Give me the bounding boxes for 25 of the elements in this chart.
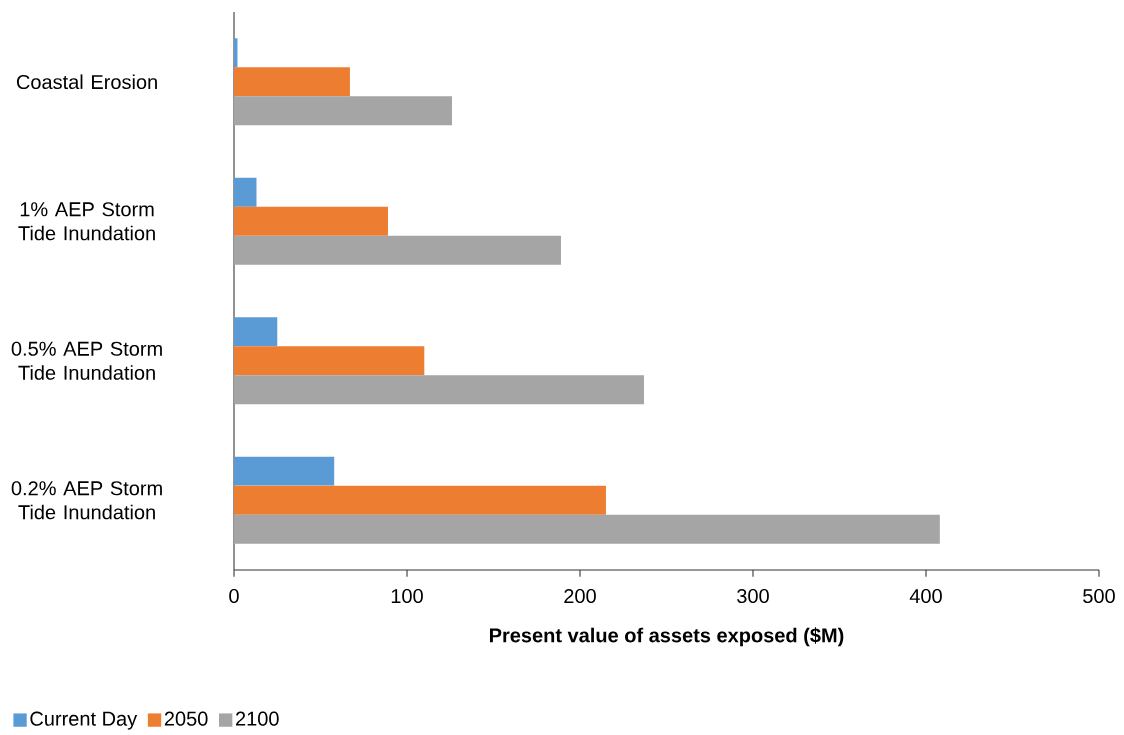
x-tick-label: 300	[737, 588, 769, 604]
x-tick-label: 100	[391, 588, 423, 604]
legend-label: 2050	[164, 711, 208, 726]
x-tick-label: 0	[229, 588, 239, 604]
x-tick-label: 200	[564, 588, 596, 604]
bar	[234, 346, 425, 376]
y-tick-label: 1% AEP Storm Tide Inundation	[18, 202, 155, 241]
legend-label: 2100	[236, 711, 279, 726]
bar	[234, 375, 645, 405]
bar	[234, 456, 335, 486]
bar	[234, 485, 606, 515]
bar	[234, 317, 278, 347]
bar	[234, 235, 561, 265]
bar	[234, 67, 350, 97]
legend-label: Current Day	[30, 711, 138, 730]
x-tick-label: 500	[1083, 588, 1115, 604]
x-axis-title: Present value of assets exposed ($M)	[489, 627, 844, 647]
bar	[234, 177, 257, 207]
bar	[234, 206, 388, 236]
x-tick-label: 400	[909, 588, 942, 604]
bar	[234, 514, 940, 544]
bar	[234, 96, 452, 126]
y-tick-label: 0.5% AEP Storm Tide Inundation	[11, 341, 162, 380]
y-tick-label: Coastal Erosion	[16, 74, 157, 90]
y-tick-label: 0.2% AEP Storm Tide Inundation	[11, 481, 162, 520]
